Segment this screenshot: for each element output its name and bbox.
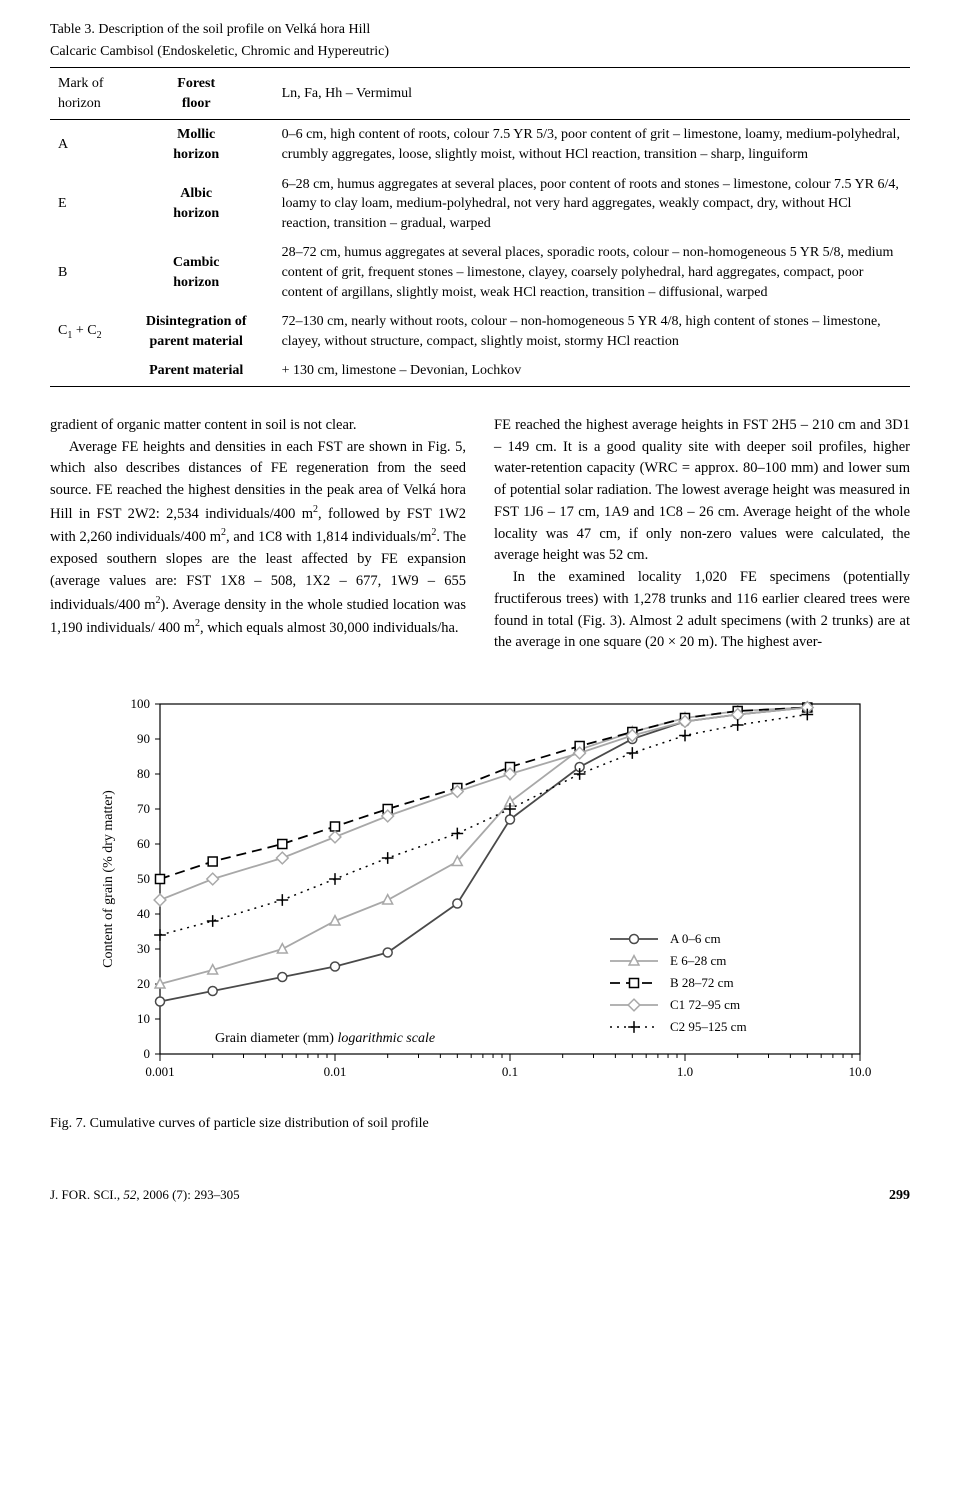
body-columns: gradient of organic matter content in so… (50, 415, 910, 654)
desc-b: 28–72 cm, humus aggregates at several pl… (274, 238, 910, 307)
svg-text:70: 70 (137, 801, 150, 816)
right-para-1: FE reached the highest average heights i… (494, 415, 910, 567)
mark-a: A (50, 120, 119, 170)
svg-text:A 0–6 cm: A 0–6 cm (670, 931, 721, 946)
svg-text:0.001: 0.001 (145, 1064, 174, 1079)
mark-c1c2: C1 + C2 (50, 307, 119, 356)
svg-text:B 28–72 cm: B 28–72 cm (670, 975, 734, 990)
svg-text:30: 30 (137, 941, 150, 956)
desc-c1c2: 72–130 cm, nearly without roots, colour … (274, 307, 910, 356)
header-vermimul: Ln, Fa, Hh – Vermimul (274, 68, 910, 120)
left-para-2: Average FE heights and densities in each… (50, 437, 466, 640)
table-3: Table 3. Description of the soil profile… (50, 20, 910, 387)
table-row-parent: Parent material + 130 cm, limestone – De… (50, 356, 910, 386)
table-row-c1c2: C1 + C2 Disintegration ofparent material… (50, 307, 910, 356)
svg-text:10: 10 (137, 1011, 150, 1026)
page-number: 299 (889, 1186, 910, 1206)
svg-text:40: 40 (137, 906, 150, 921)
type-albic: Albichorizon (119, 170, 274, 239)
table-row-b: B Cambichorizon 28–72 cm, humus aggregat… (50, 238, 910, 307)
figure-7-chart: 0 10 20 30 40 50 60 70 80 90 100 0.001 0.01 0.1 1.0 10.… (50, 684, 910, 1104)
grain-distribution-chart: 0 10 20 30 40 50 60 70 80 90 100 0.001 0.01 0.1 1.0 10.… (80, 684, 880, 1104)
table-row-a: A Mollichorizon 0–6 cm, high content of … (50, 120, 910, 170)
svg-text:0.01: 0.01 (324, 1064, 347, 1079)
mark-b: B (50, 238, 119, 307)
type-disintegration: Disintegration ofparent material (119, 307, 274, 356)
svg-text:C2 95–125 cm: C2 95–125 cm (670, 1019, 747, 1034)
desc-e: 6–28 cm, humus aggregates at several pla… (274, 170, 910, 239)
mark-e: E (50, 170, 119, 239)
desc-parent: + 130 cm, limestone – Devonian, Lochkov (274, 356, 910, 386)
svg-text:90: 90 (137, 731, 150, 746)
svg-text:100: 100 (131, 696, 151, 711)
soil-profile-table: Mark ofhorizon Forestfloor Ln, Fa, Hh – … (50, 67, 910, 387)
table-row-e: E Albichorizon 6–28 cm, humus aggregates… (50, 170, 910, 239)
svg-text:0: 0 (144, 1046, 151, 1061)
right-column: FE reached the highest average heights i… (494, 415, 910, 654)
mark-parent (50, 356, 119, 386)
svg-text:80: 80 (137, 766, 150, 781)
svg-text:50: 50 (137, 871, 150, 886)
figure-7-caption: Fig. 7. Cumulative curves of particle si… (50, 1114, 910, 1134)
type-cambic: Cambichorizon (119, 238, 274, 307)
left-column: gradient of organic matter content in so… (50, 415, 466, 654)
table-caption: Table 3. Description of the soil profile… (50, 20, 910, 40)
svg-text:E 6–28 cm: E 6–28 cm (670, 953, 726, 968)
svg-text:0.1: 0.1 (502, 1064, 518, 1079)
svg-text:1.0: 1.0 (677, 1064, 693, 1079)
svg-text:Grain diameter (mm) logarithmi: Grain diameter (mm) logarithmic scale (215, 1031, 435, 1046)
table-header-row: Mark ofhorizon Forestfloor Ln, Fa, Hh – … (50, 68, 910, 120)
header-mark: Mark ofhorizon (50, 68, 119, 120)
desc-a: 0–6 cm, high content of roots, colour 7.… (274, 120, 910, 170)
header-forest-floor: Forestfloor (119, 68, 274, 120)
type-parent-material: Parent material (119, 356, 274, 386)
svg-text:C1 72–95 cm: C1 72–95 cm (670, 997, 740, 1012)
table-subtitle: Calcaric Cambisol (Endoskeletic, Chromic… (50, 42, 910, 62)
svg-text:20: 20 (137, 976, 150, 991)
journal-citation: J. FOR. SCI., 52, 2006 (7): 293–305 (50, 1186, 240, 1206)
svg-text:60: 60 (137, 836, 150, 851)
right-para-2: In the examined locality 1,020 FE specim… (494, 567, 910, 654)
type-mollic: Mollichorizon (119, 120, 274, 170)
svg-text:10.0: 10.0 (849, 1064, 872, 1079)
page-footer: J. FOR. SCI., 52, 2006 (7): 293–305 299 (50, 1186, 910, 1206)
svg-text:Content of grain (% dry matter: Content of grain (% dry matter) (101, 790, 116, 968)
left-para-1: gradient of organic matter content in so… (50, 415, 466, 437)
